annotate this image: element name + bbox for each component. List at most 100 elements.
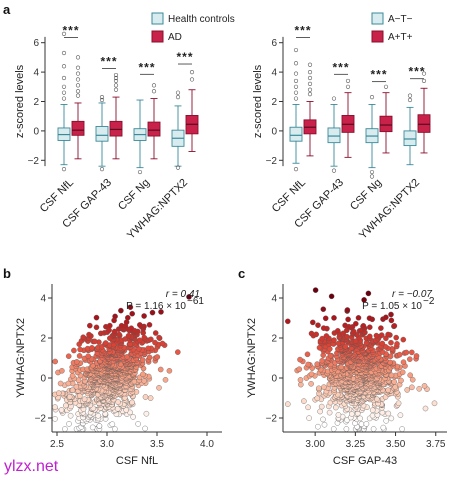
y-tick-label: 6 [271, 38, 277, 49]
outlier-ad-csf-gap-43 [113, 72, 119, 78]
box-a-t-csf-gap-43 [327, 127, 341, 144]
data-point [91, 338, 98, 345]
significance-label: *** [370, 68, 387, 82]
data-point [388, 415, 395, 422]
data-point [308, 381, 314, 387]
outlier-ad-csf-gap-43 [113, 83, 119, 88]
legend-swatch-at-pos [371, 30, 384, 43]
data-point [116, 331, 122, 338]
y-tick-label: 4 [40, 294, 46, 305]
data-point [67, 412, 74, 419]
data-point [93, 314, 100, 321]
outlier-ad-csf-nfl [75, 65, 81, 70]
data-point [366, 315, 373, 321]
data-point [314, 361, 320, 367]
y-tick-label: −2 [28, 156, 40, 167]
data-point [65, 380, 72, 387]
y-tick-label: −2 [35, 414, 47, 425]
outlier-ad-csf-gap-43 [113, 87, 119, 92]
outlier-a-t-csf-nfl [293, 78, 299, 84]
data-point [146, 354, 153, 361]
data-point [333, 404, 339, 411]
panel-b-letter: b [3, 266, 11, 281]
data-point [145, 345, 152, 352]
data-point [373, 332, 380, 339]
x-tick-label: 2.5 [50, 439, 64, 450]
data-point [378, 325, 384, 331]
data-point [123, 407, 129, 413]
box-a-t-csf-nfl [289, 126, 303, 142]
data-point [316, 385, 322, 392]
legend-left: Health controls AD [151, 12, 235, 43]
data-point [112, 313, 118, 320]
y-tick-label: −2 [266, 414, 278, 425]
outlier-a-t-csf-nfl [307, 87, 313, 92]
data-point [162, 377, 169, 383]
data-point [331, 315, 337, 321]
data-point [52, 404, 58, 410]
outlier-health-controls-csf-nfl [61, 90, 67, 95]
data-point [52, 416, 58, 422]
data-point [77, 346, 83, 353]
data-point [305, 361, 311, 368]
data-point [129, 399, 135, 406]
data-point [125, 333, 132, 339]
y-tick-label: 0 [33, 126, 39, 137]
y-tick-label: 2 [271, 334, 277, 345]
y-axis-label: z-scored levels [14, 64, 26, 138]
data-point [127, 304, 134, 310]
data-point [96, 423, 103, 429]
data-point [125, 314, 131, 321]
outlier-a-t-ywhag-nptx2 [421, 71, 427, 76]
outlier-a-t-csf-nfl [307, 62, 313, 67]
data-point [149, 309, 156, 316]
outlier-ad-csf-nfl [75, 83, 81, 88]
category-label-csf-ng: CSF Ng [348, 177, 384, 213]
y-axis-label: YWHAG:NPTX2 [15, 318, 27, 398]
x-tick-label: 3.50 [386, 439, 406, 450]
data-point [158, 309, 164, 315]
outlier-health-controls-csf-gap-43 [99, 167, 105, 172]
data-point [361, 297, 367, 303]
legend-swatch-at-neg [371, 12, 384, 25]
data-point [140, 371, 146, 378]
data-point [363, 421, 370, 427]
panel-a-letter: a [3, 2, 11, 17]
data-point [308, 371, 315, 377]
data-point [296, 366, 303, 372]
stats-b: r = 0.41 P = 1.16 × 10 −61 [126, 289, 204, 312]
x-tick-label: 3.25 [346, 439, 366, 450]
data-point [156, 385, 162, 391]
data-point [89, 345, 95, 351]
data-point [129, 310, 135, 317]
data-point [118, 307, 124, 314]
data-point [344, 307, 351, 313]
outlier-a-t-csf-nfl [307, 75, 313, 81]
outlier-a-t-csf-gap-43 [331, 168, 337, 173]
data-point [391, 323, 398, 329]
stat-r-b: r = 0.41 [166, 289, 200, 300]
data-point [383, 418, 389, 424]
box-a-t-ywhag-nptx2 [417, 114, 431, 133]
data-point [383, 314, 389, 321]
data-point [142, 425, 148, 432]
stats-c: r = −0.07 P = 1.05 × 10 −2 [362, 289, 435, 312]
data-point [327, 352, 334, 359]
data-point [66, 421, 72, 427]
data-point [301, 398, 307, 404]
data-point [407, 356, 413, 362]
data-point [335, 328, 341, 334]
stat-r-c: r = −0.07 [392, 289, 432, 300]
significance-label: *** [332, 60, 349, 74]
data-point [349, 411, 355, 417]
data-point [146, 322, 153, 328]
outlier-health-controls-csf-nfl [61, 50, 67, 56]
outlier-a-t-csf-nfl [293, 71, 299, 76]
data-point [413, 353, 420, 359]
data-point [59, 368, 65, 374]
outlier-ad-ywhag-nptx2 [189, 69, 195, 75]
outlier-health-controls-csf-nfl [61, 64, 67, 69]
data-point [365, 290, 372, 297]
scatter-c: 3.00 3.25 3.50 3.75 −2 0 2 4 CSF GAP-43 YWHAG:NPT… [246, 284, 447, 467]
box-ad-csf-gap-43 [109, 120, 123, 137]
